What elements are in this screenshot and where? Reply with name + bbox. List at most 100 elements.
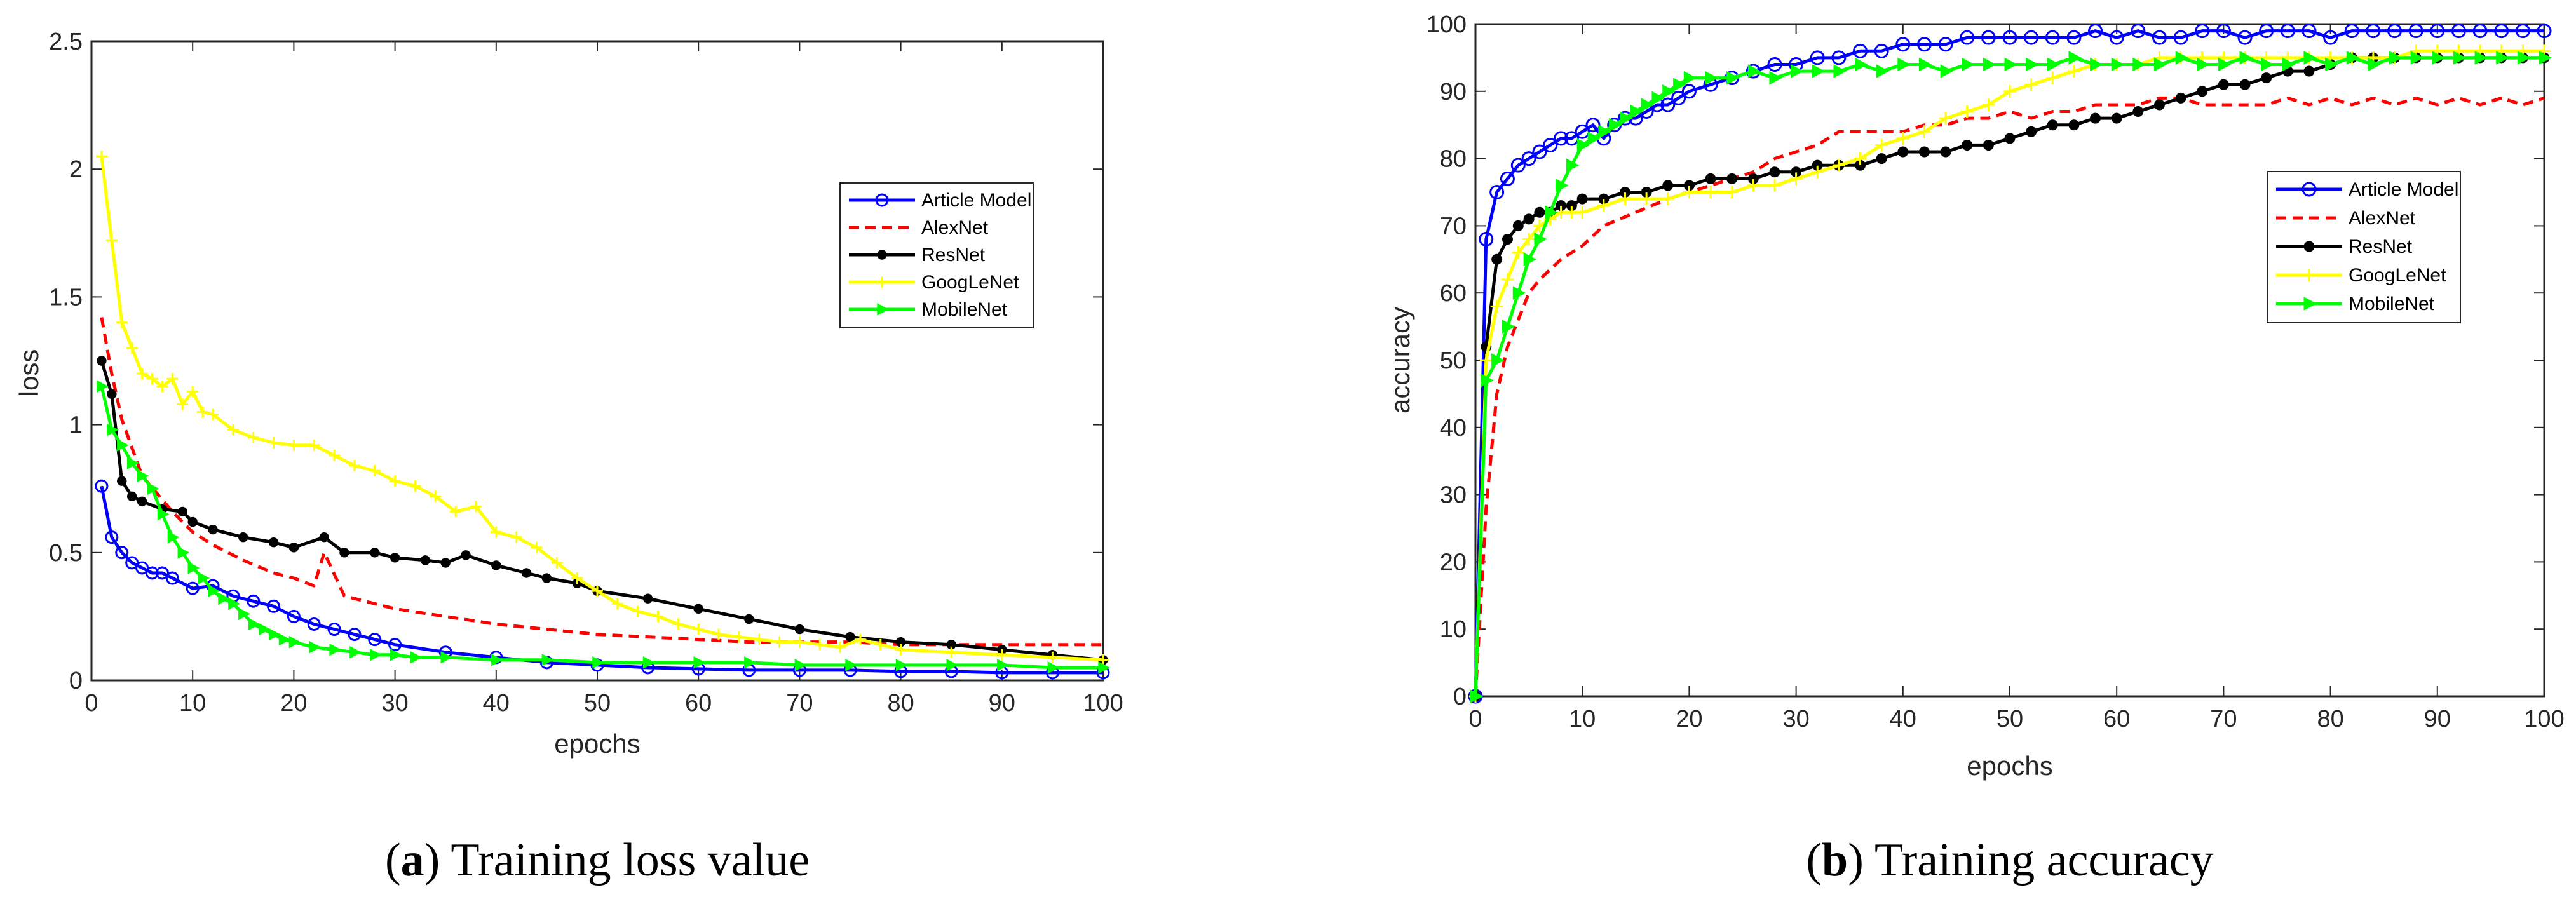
accuracy-point-article-model <box>1767 57 1782 72</box>
accuracy-point-article-model <box>2131 24 2146 39</box>
loss-point-resnet <box>288 543 299 553</box>
accuracy-point-resnet <box>2239 79 2251 90</box>
accuracy-point-googlenet <box>1576 206 1589 219</box>
accuracy-point-mobilenet <box>2368 57 2381 72</box>
loss-point-mobilenet <box>218 592 230 605</box>
loss-point-article-model <box>247 594 261 608</box>
accuracy-point-article-model <box>1532 144 1547 159</box>
loss-point-resnet <box>339 548 349 558</box>
accuracy-point-article-model <box>2515 24 2530 39</box>
loss-point-googlenet <box>874 638 886 651</box>
accuracy-point-mobilenet <box>2496 51 2509 65</box>
loss-point-article-model <box>368 633 382 647</box>
loss-point-googlenet <box>571 572 583 584</box>
accuracy-point-mobilenet <box>1545 205 1558 220</box>
accuracy-point-googlenet <box>1747 179 1760 192</box>
loss-point-googlenet <box>369 465 381 477</box>
accuracy-caption: (b) Training accuracy <box>1806 834 2213 886</box>
accuracy-legend-label-alexnet: AlexNet <box>2349 208 2416 229</box>
loss-point-googlenet <box>1097 654 1109 666</box>
loss-point-googlenet <box>207 408 219 421</box>
accuracy-point-resnet <box>2004 133 2016 144</box>
loss-point-resnet <box>187 516 198 527</box>
loss-point-resnet <box>440 558 451 568</box>
accuracy-point-googlenet <box>1512 246 1525 259</box>
accuracy-point-article-model <box>1554 131 1569 146</box>
loss-legend-marker-resnet <box>877 250 887 260</box>
accuracy-point-mobilenet <box>1534 232 1547 246</box>
loss-x-tick-label: 60 <box>685 690 712 717</box>
loss-point-googlenet <box>854 633 866 645</box>
loss-point-article-model <box>165 571 179 585</box>
loss-point-googlenet <box>227 424 239 436</box>
accuracy-point-googlenet <box>1896 132 1909 145</box>
loss-point-googlenet <box>672 618 684 630</box>
accuracy-legend-marker-article-model <box>2301 182 2317 197</box>
loss-point-googlenet <box>389 475 401 487</box>
loss-point-mobilenet <box>258 623 271 636</box>
loss-point-mobilenet <box>491 653 503 666</box>
loss-point-googlenet <box>490 526 502 538</box>
loss-point-resnet <box>491 560 501 570</box>
loss-point-article-model <box>388 638 402 652</box>
loss-point-resnet <box>845 631 855 642</box>
loss-point-googlenet <box>733 631 745 643</box>
loss-point-googlenet <box>1047 651 1059 663</box>
accuracy-point-article-model <box>2173 30 2188 45</box>
accuracy-point-googlenet <box>1640 192 1653 206</box>
loss-series-googlenet <box>95 151 1109 666</box>
loss-point-resnet <box>137 496 147 507</box>
accuracy-point-resnet <box>2047 119 2058 131</box>
loss-x-tick-label: 50 <box>584 690 611 717</box>
loss-point-mobilenet <box>390 648 402 661</box>
accuracy-point-mobilenet <box>1855 57 1868 72</box>
loss-point-googlenet <box>753 633 765 645</box>
accuracy-y-tick-label: 90 <box>1440 79 1467 105</box>
accuracy-point-article-model <box>1510 158 1526 173</box>
accuracy-point-googlenet <box>2003 84 2016 98</box>
loss-line-mobilenet <box>100 386 1103 670</box>
accuracy-y-tick-label: 40 <box>1440 415 1467 442</box>
accuracy-point-article-model <box>2344 24 2359 39</box>
loss-point-article-model <box>186 581 200 595</box>
loss-x-tick-label: 90 <box>989 690 1015 717</box>
loss-point-mobilenet <box>744 656 756 669</box>
loss-point-googlenet <box>773 636 785 648</box>
loss-point-mobilenet <box>895 659 908 671</box>
accuracy-point-mobilenet <box>1512 286 1526 300</box>
accuracy-line-article-model <box>1474 29 2544 697</box>
loss-point-mobilenet <box>248 617 261 631</box>
loss-point-article-model <box>95 479 109 493</box>
accuracy-point-mobilenet <box>1662 84 1676 98</box>
loss-point-googlenet <box>136 368 148 380</box>
loss-point-googlenet <box>288 439 300 451</box>
accuracy-point-article-model <box>2195 24 2210 39</box>
loss-point-mobilenet <box>309 640 322 654</box>
accuracy-point-article-model <box>1981 30 1996 45</box>
accuracy-x-tick-label: 20 <box>1676 706 1702 732</box>
accuracy-series-mobilenet <box>1470 51 2552 703</box>
accuracy-point-mobilenet <box>1983 57 1996 72</box>
accuracy-point-article-model <box>2066 30 2082 45</box>
loss-point-mobilenet <box>157 508 170 521</box>
accuracy-point-resnet <box>2068 119 2080 131</box>
loss-point-article-model <box>105 530 119 544</box>
loss-line-resnet <box>100 360 1104 662</box>
accuracy-point-article-model <box>2216 24 2231 39</box>
loss-point-googlenet <box>348 459 360 471</box>
accuracy-x-tick-label: 60 <box>2103 706 2130 732</box>
loss-line-alexnet <box>100 317 1103 647</box>
loss-point-googlenet <box>652 611 664 623</box>
accuracy-point-googlenet <box>1960 105 1974 118</box>
accuracy-point-resnet <box>2111 112 2122 124</box>
accuracy-point-mobilenet <box>1502 320 1515 334</box>
accuracy-point-mobilenet <box>1566 158 1580 173</box>
accuracy-point-article-model <box>1916 37 1932 52</box>
accuracy-point-mobilenet <box>1619 111 1633 125</box>
accuracy-point-article-model <box>1521 151 1536 166</box>
accuracy-point-resnet <box>1726 173 1738 184</box>
accuracy-point-article-model <box>2494 24 2509 39</box>
loss-point-mobilenet <box>1047 661 1060 674</box>
loss-x-tick-label: 20 <box>280 690 307 717</box>
loss-point-resnet <box>642 593 653 604</box>
